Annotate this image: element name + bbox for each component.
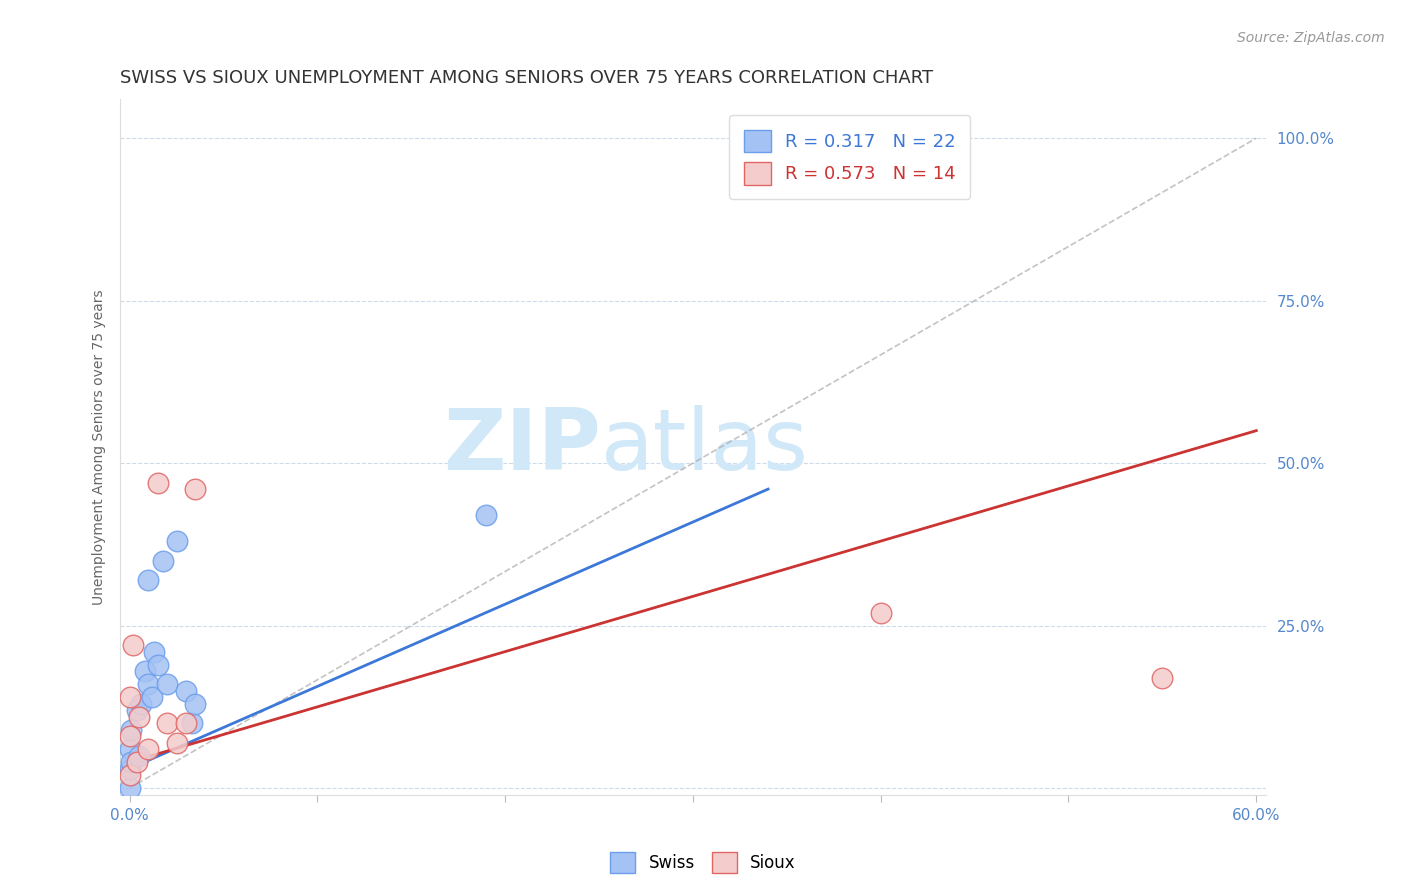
Text: ZIP: ZIP	[443, 405, 602, 489]
Point	[146, 475, 169, 490]
Legend: R = 0.317   N = 22, R = 0.573   N = 14: R = 0.317 N = 22, R = 0.573 N = 14	[730, 115, 970, 199]
Point	[166, 534, 188, 549]
Point	[146, 657, 169, 672]
Point	[118, 742, 141, 756]
Point	[174, 683, 197, 698]
Point	[184, 697, 207, 711]
Point	[141, 690, 163, 705]
Point	[156, 716, 179, 731]
Point	[184, 482, 207, 496]
Point	[1152, 671, 1174, 685]
Point	[475, 508, 498, 522]
Point	[869, 606, 891, 620]
Point	[138, 677, 160, 691]
Point	[128, 709, 150, 723]
Text: SWISS VS SIOUX UNEMPLOYMENT AMONG SENIORS OVER 75 YEARS CORRELATION CHART: SWISS VS SIOUX UNEMPLOYMENT AMONG SENIOR…	[121, 69, 934, 87]
Legend: Swiss, Sioux: Swiss, Sioux	[603, 846, 803, 880]
Point	[121, 755, 143, 769]
Point	[134, 664, 156, 678]
Y-axis label: Unemployment Among Seniors over 75 years: Unemployment Among Seniors over 75 years	[93, 289, 107, 605]
Point	[122, 638, 145, 652]
Text: Source: ZipAtlas.com: Source: ZipAtlas.com	[1237, 31, 1385, 45]
Point	[166, 736, 188, 750]
Point	[118, 768, 141, 782]
Point	[156, 677, 179, 691]
Point	[127, 755, 149, 769]
Text: atlas: atlas	[602, 405, 810, 489]
Point	[138, 573, 160, 587]
Point	[174, 716, 197, 731]
Point	[129, 697, 152, 711]
Point	[118, 762, 141, 776]
Point	[756, 163, 779, 178]
Point	[118, 729, 141, 743]
Point	[118, 690, 141, 705]
Point	[143, 645, 166, 659]
Point	[152, 554, 174, 568]
Point	[138, 742, 160, 756]
Point	[121, 723, 143, 737]
Point	[180, 716, 202, 731]
Point	[127, 703, 149, 717]
Point	[128, 748, 150, 763]
Point	[118, 781, 141, 796]
